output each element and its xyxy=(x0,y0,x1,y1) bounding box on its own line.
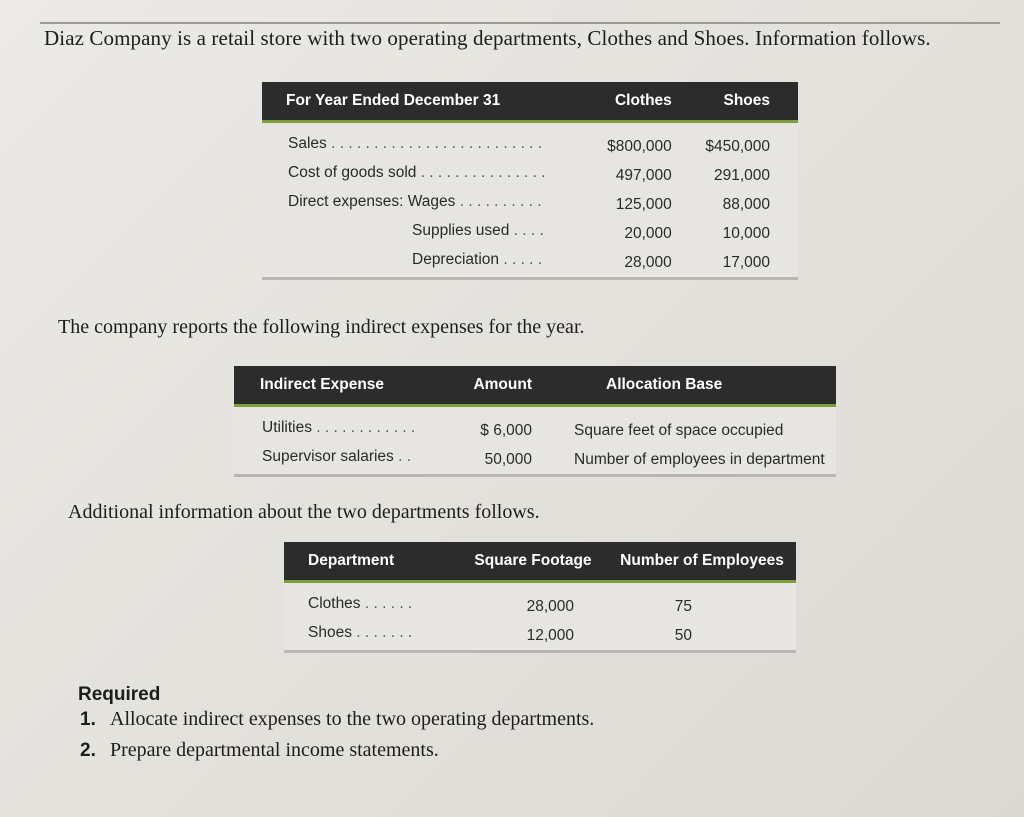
shoes-value-text: 17,000 xyxy=(722,253,770,271)
row-label-text: Depreciation xyxy=(412,251,544,269)
table-row: Depreciation 28,000 17,000 xyxy=(262,248,798,280)
square-footage: 28,000 xyxy=(458,592,608,621)
clothes-value-text: 28,000 xyxy=(624,253,672,271)
intro-paragraph: Diaz Company is a retail store with two … xyxy=(44,26,931,50)
shoes-value-text: 291,000 xyxy=(713,166,770,184)
table-row: Sales $800,000 $450,000 xyxy=(262,132,798,161)
expense-amount: 50,000 xyxy=(432,445,532,477)
table-row: Cost of goods sold 497,000 291,000 xyxy=(262,161,798,190)
row-label: Direct expenses: Wages xyxy=(262,190,574,219)
indirect-expenses-intro: The company reports the following indire… xyxy=(58,316,585,338)
clothes-value: 28,000 xyxy=(574,248,680,280)
expense-label-text: Utilities xyxy=(262,419,414,437)
table-row: Shoes 12,000 50 xyxy=(284,621,796,653)
allocation-base-text: Number of employees in department xyxy=(574,450,825,468)
square-footage: 12,000 xyxy=(458,621,608,653)
clothes-value: 497,000 xyxy=(574,161,679,190)
row-label: Cost of goods sold xyxy=(262,161,574,190)
row-label: Supplies used xyxy=(262,219,574,248)
required-heading: Required xyxy=(78,684,161,705)
expense-amount-text: 50,000 xyxy=(484,450,532,468)
expense-amount-text: $ 6,000 xyxy=(480,421,532,439)
shoes-value: 88,000 xyxy=(680,190,798,219)
clothes-value-text: $800,000 xyxy=(607,137,672,155)
square-footage-text: 12,000 xyxy=(526,626,574,644)
header-square-footage: Square Footage xyxy=(458,542,608,580)
required-item-number: 2. xyxy=(80,740,96,761)
table-row: Clothes 28,000 75 xyxy=(284,592,796,621)
shoes-value-text: 88,000 xyxy=(722,195,770,213)
row-label-text: Sales xyxy=(288,135,544,153)
row-label: Sales xyxy=(262,132,574,161)
header-shoes: Shoes xyxy=(679,82,798,120)
expense-label: Utilities xyxy=(234,416,432,445)
employees-text: 50 xyxy=(674,626,692,644)
clothes-value: 20,000 xyxy=(574,219,679,248)
shoes-value: 291,000 xyxy=(680,161,798,190)
department-info-table: Department Square Footage Number of Empl… xyxy=(284,542,796,653)
required-item-text: Prepare departmental income statements. xyxy=(110,739,439,761)
row-label-text: Supplies used xyxy=(412,222,544,240)
allocation-base-text: Square feet of space occupied xyxy=(574,421,784,439)
shoes-value-text: $450,000 xyxy=(705,137,770,155)
shoes-value: 17,000 xyxy=(679,248,798,280)
table-row: Utilities $ 6,000 Square feet of space occ… xyxy=(234,416,836,445)
shoes-value-text: 10,000 xyxy=(722,224,770,242)
employees-text: 75 xyxy=(674,597,692,615)
allocation-base: Square feet of space occupied xyxy=(532,416,836,445)
additional-info-intro: Additional information about the two dep… xyxy=(68,501,540,523)
clothes-value: $800,000 xyxy=(574,132,679,161)
row-label-text: Cost of goods sold xyxy=(288,164,544,182)
expense-label-text: Supervisor salaries xyxy=(262,448,414,466)
header-clothes: Clothes xyxy=(574,82,680,120)
required-item: 2. Prepare departmental income statements… xyxy=(80,735,594,766)
header-allocation-base: Allocation Base xyxy=(532,366,836,404)
top-rule xyxy=(40,22,1000,24)
required-item-text: Allocate indirect expenses to the two op… xyxy=(110,708,595,730)
expense-label: Supervisor salaries xyxy=(234,445,432,477)
department-label-text: Clothes xyxy=(308,595,414,613)
header-amount: Amount xyxy=(432,366,532,404)
shoes-value: $450,000 xyxy=(680,132,798,161)
header-department: Department xyxy=(284,542,458,580)
required-list: 1. Allocate indirect expenses to the two … xyxy=(80,704,594,766)
employees: 50 xyxy=(608,621,796,653)
clothes-value-text: 125,000 xyxy=(615,195,672,213)
allocation-base: Number of employees in department xyxy=(532,445,836,477)
required-item: 1. Allocate indirect expenses to the two … xyxy=(80,704,594,735)
department-label-text: Shoes xyxy=(308,624,414,642)
table-row: Supervisor salaries 50,000 Number of emplo… xyxy=(234,445,836,477)
clothes-value-text: 497,000 xyxy=(615,166,672,184)
department-label: Shoes xyxy=(284,621,458,653)
header-year-ended: For Year Ended December 31 xyxy=(262,82,575,120)
departmental-data-table: For Year Ended December 31 Clothes Shoes… xyxy=(262,82,798,280)
expense-amount: $ 6,000 xyxy=(432,416,532,445)
department-label: Clothes xyxy=(284,592,458,621)
row-label: Depreciation xyxy=(262,248,575,280)
header-number-of-employees: Number of Employees xyxy=(608,542,796,580)
row-label-text: Direct expenses: Wages xyxy=(288,193,544,211)
employees: 75 xyxy=(608,592,796,621)
table-row: Supplies used 20,000 10,000 xyxy=(262,219,798,248)
clothes-value: 125,000 xyxy=(574,190,679,219)
shoes-value: 10,000 xyxy=(680,219,798,248)
table-row: Direct expenses: Wages 125,000 88,000 xyxy=(262,190,798,219)
clothes-value-text: 20,000 xyxy=(624,224,672,242)
required-item-number: 1. xyxy=(80,709,96,730)
header-indirect-expense: Indirect Expense xyxy=(234,366,432,404)
indirect-expenses-table: Indirect Expense Amount Allocation Base … xyxy=(234,366,836,477)
square-footage-text: 28,000 xyxy=(526,597,574,615)
